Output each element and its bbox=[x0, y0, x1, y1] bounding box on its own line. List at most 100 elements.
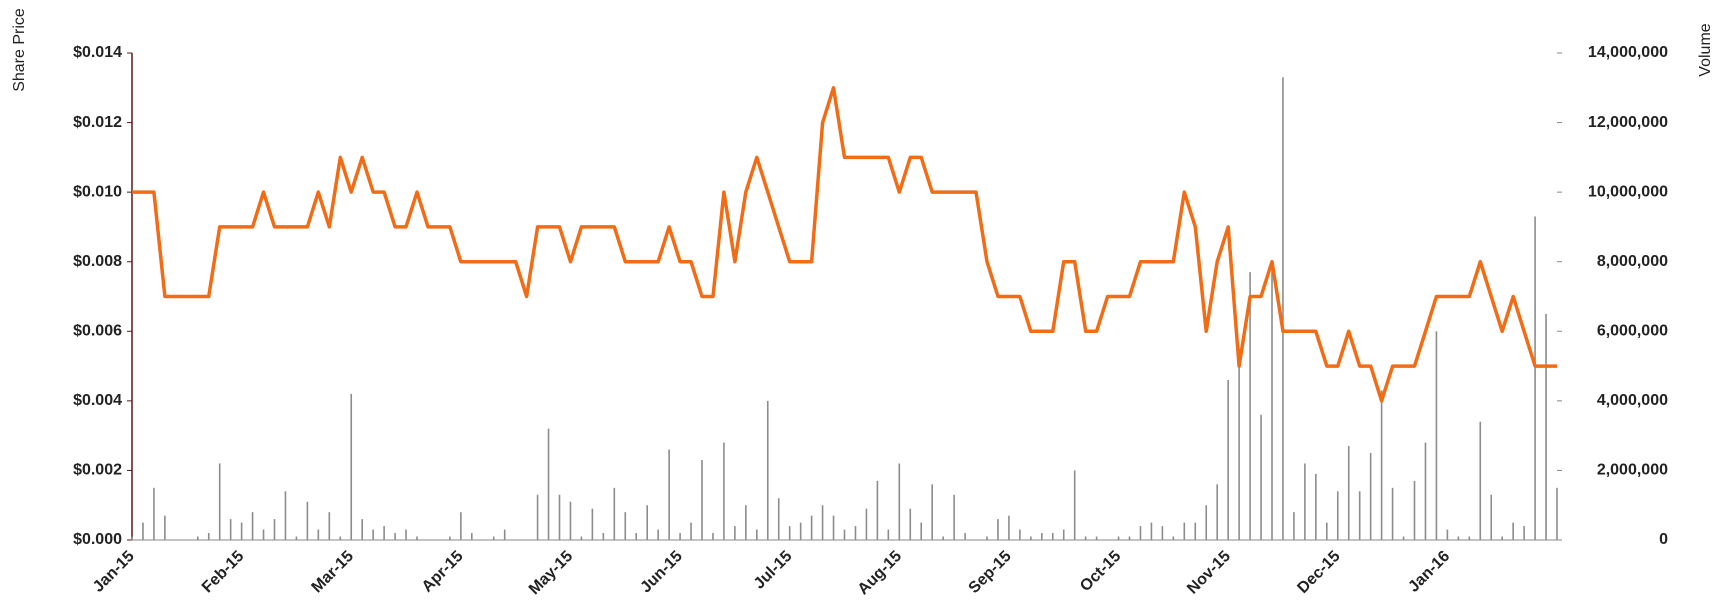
volume-bar bbox=[558, 494, 561, 540]
volume-bar bbox=[810, 515, 813, 540]
volume-bar bbox=[142, 522, 144, 540]
volume-bar bbox=[273, 519, 276, 540]
volume-bar bbox=[218, 463, 221, 540]
volume-bar bbox=[361, 519, 363, 540]
volume-bar bbox=[745, 505, 747, 540]
x-tick-label: Dec-15 bbox=[1294, 548, 1343, 597]
volume-bar bbox=[909, 508, 912, 540]
volume-bar bbox=[580, 536, 583, 540]
volume-bar bbox=[1468, 536, 1471, 540]
volume-bar bbox=[997, 519, 999, 540]
volume-bar bbox=[164, 515, 166, 540]
volume-bar bbox=[1435, 331, 1438, 540]
volume-bar bbox=[1260, 414, 1262, 540]
x-tick-label: Jan-16 bbox=[1405, 548, 1453, 596]
y-tick-label: $0.004 bbox=[73, 392, 122, 409]
volume-bar bbox=[1161, 526, 1164, 540]
volume-bar bbox=[602, 533, 605, 540]
volume-bar bbox=[657, 529, 659, 540]
volume-bar bbox=[1030, 536, 1032, 540]
volume-bar bbox=[799, 522, 802, 540]
volume-bar bbox=[942, 536, 944, 540]
y-tick-label: $0.002 bbox=[73, 462, 122, 479]
volume-bar bbox=[207, 533, 210, 540]
volume-bar bbox=[1172, 536, 1175, 540]
y2-tick-label: 10,000,000 bbox=[1588, 183, 1668, 200]
volume-bar bbox=[1545, 313, 1547, 540]
x-tick-label: Jan-15 bbox=[90, 548, 138, 596]
y-tick-label: $0.010 bbox=[73, 183, 122, 200]
volume-bar bbox=[1019, 529, 1021, 540]
volume-bar bbox=[471, 533, 473, 540]
volume-bar bbox=[1051, 533, 1054, 540]
volume-bar bbox=[284, 491, 287, 540]
volume-bar bbox=[788, 526, 791, 540]
x-tick-label: Feb-15 bbox=[199, 548, 248, 597]
volume-bar bbox=[712, 533, 714, 540]
volume-bar bbox=[1183, 522, 1186, 540]
volume-bar bbox=[1391, 487, 1394, 540]
y2-tick-label: 14,000,000 bbox=[1588, 44, 1668, 61]
volume-bar bbox=[306, 501, 309, 540]
volume-bar bbox=[339, 536, 342, 540]
y-tick-label: $0.000 bbox=[73, 531, 122, 548]
volume-bar bbox=[679, 533, 681, 540]
volume-bar bbox=[920, 522, 923, 540]
volume-bar bbox=[668, 449, 670, 540]
volume-bar bbox=[1457, 536, 1460, 540]
volume-bar bbox=[1293, 512, 1295, 540]
x-tick-label: Sep-15 bbox=[966, 548, 1015, 597]
volume-bar bbox=[416, 536, 418, 540]
volume-bar bbox=[1369, 453, 1372, 540]
volume-bar bbox=[1194, 522, 1197, 540]
volume-bar bbox=[1304, 463, 1306, 540]
volume-bar bbox=[931, 484, 933, 540]
volume-bar bbox=[591, 508, 594, 540]
volume-bar bbox=[1117, 536, 1120, 540]
volume-bar bbox=[1073, 470, 1076, 540]
volume-bar bbox=[394, 533, 396, 540]
volume-bar bbox=[986, 536, 988, 540]
volume-bar bbox=[1238, 348, 1240, 540]
volume-bar bbox=[1490, 494, 1493, 540]
volume-bar bbox=[701, 459, 703, 540]
y2-tick-label: 6,000,000 bbox=[1597, 323, 1668, 340]
y2-tick-label: 8,000,000 bbox=[1597, 253, 1668, 270]
volume-bar bbox=[229, 519, 232, 540]
volume-bar bbox=[1523, 526, 1525, 540]
volume-bar bbox=[766, 400, 769, 540]
volume-bar bbox=[1347, 446, 1350, 540]
volume-bar bbox=[865, 508, 868, 540]
volume-bar bbox=[1205, 505, 1208, 540]
volume-bar bbox=[1150, 522, 1153, 540]
y-axis-title: Share Price bbox=[11, 8, 28, 92]
volume-bar bbox=[503, 529, 506, 540]
x-tick-label: Jun-15 bbox=[637, 548, 686, 597]
x-tick-label: Jul-15 bbox=[751, 548, 796, 593]
volume-bar bbox=[734, 526, 736, 540]
volume-bar bbox=[1084, 536, 1087, 540]
volume-bar bbox=[964, 533, 966, 540]
volume-bar bbox=[953, 494, 955, 540]
volume-bar bbox=[317, 529, 320, 540]
volume-bar bbox=[898, 463, 901, 540]
volume-bar bbox=[843, 529, 846, 540]
y-tick-label: $0.014 bbox=[73, 44, 122, 61]
y2-tick-label: 0 bbox=[1659, 531, 1668, 548]
volume-bar bbox=[460, 512, 462, 540]
y2-axis-title: Volume bbox=[1697, 23, 1714, 76]
y2-tick-label: 12,000,000 bbox=[1588, 114, 1668, 131]
x-tick-label: Mar-15 bbox=[309, 548, 358, 597]
volume-bar bbox=[1271, 268, 1273, 540]
volume-bar bbox=[1128, 536, 1131, 540]
y-tick-label: $0.012 bbox=[73, 114, 122, 131]
volume-bar bbox=[547, 428, 550, 540]
volume-bar bbox=[1556, 487, 1558, 540]
volume-bar bbox=[492, 536, 495, 540]
volume-bar bbox=[1227, 379, 1229, 540]
y2-tick-label: 4,000,000 bbox=[1597, 392, 1668, 409]
volume-bar bbox=[1249, 272, 1251, 540]
volume-bar bbox=[723, 442, 725, 540]
volume-bar bbox=[1336, 491, 1339, 540]
